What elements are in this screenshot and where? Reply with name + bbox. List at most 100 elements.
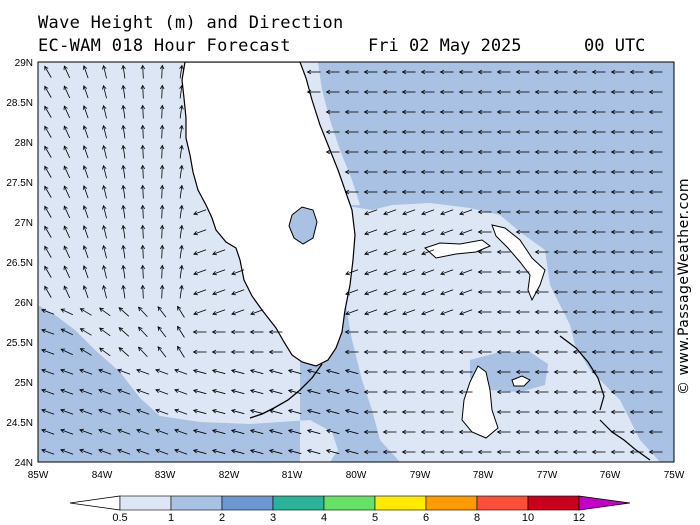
lon-tick-label: 82W <box>219 470 240 481</box>
wave-arrow <box>136 428 150 435</box>
wave-arrow <box>192 448 207 455</box>
wave-arrow <box>98 368 112 375</box>
wave-arrow <box>402 309 416 316</box>
wave-arrow <box>610 389 625 395</box>
wave-arrow <box>121 204 126 219</box>
wave-arrow <box>82 205 89 219</box>
wave-arrow <box>268 428 283 435</box>
eleuthera <box>559 335 605 411</box>
wave-arrow <box>648 229 663 235</box>
legend-label: 6 <box>423 512 429 524</box>
wave-arrow <box>648 69 663 75</box>
chart-title: Wave Height (m) and Direction <box>38 13 344 33</box>
wave-arrow <box>553 149 568 155</box>
wave-arrow <box>420 89 435 95</box>
wave-arrow <box>421 209 435 216</box>
wave-arrow <box>420 389 435 395</box>
wave-arrow <box>534 89 549 95</box>
wave-arrow <box>496 189 511 195</box>
wave-arrow <box>249 349 264 355</box>
wave-arrow <box>230 448 245 455</box>
wave-arrow <box>534 209 549 215</box>
wave-arrow <box>268 368 283 375</box>
wave-arrow <box>364 309 378 316</box>
lon-tick-label: 76W <box>600 470 621 481</box>
wave-arrow <box>534 109 549 115</box>
wave-arrow <box>534 289 549 295</box>
wave-arrow <box>211 388 226 395</box>
wave-arrow <box>401 349 416 355</box>
wave-arrow <box>41 428 55 435</box>
wave-arrow <box>420 169 435 175</box>
wave-arrow <box>591 429 606 435</box>
legend-swatch <box>272 495 325 511</box>
wave-arrow <box>363 109 378 115</box>
wave-arrow <box>515 329 530 335</box>
wave-arrow <box>117 368 131 375</box>
wave-arrow <box>629 349 644 355</box>
legend-swatch <box>425 495 478 511</box>
andros-island <box>461 365 499 439</box>
wave-arrow <box>364 289 378 296</box>
wave-arrow <box>610 129 625 135</box>
wave-arrow <box>648 169 663 175</box>
wave-arrow <box>534 149 549 155</box>
wave-arrow <box>439 109 454 115</box>
wave-arrow <box>401 149 416 155</box>
wave-arrow <box>344 169 359 175</box>
wave-arrow <box>477 289 492 295</box>
wave-arrow <box>82 185 89 199</box>
forecast-date: Fri 02 May 2025 <box>368 36 522 56</box>
wave-arrow <box>515 109 530 115</box>
wave-arrow <box>140 164 146 179</box>
wave-arrow <box>211 428 226 435</box>
wave-arrow <box>192 349 207 355</box>
wave-arrow <box>325 408 340 415</box>
wave-arrow <box>382 149 397 155</box>
wave-arrow <box>610 409 625 415</box>
lat-tick-label: 25.5N <box>6 338 33 349</box>
wave-arrow <box>402 269 416 276</box>
wave-arrow <box>420 369 435 375</box>
wave-arrow <box>192 388 207 395</box>
wave-arrow <box>60 368 74 375</box>
wave-arrow <box>572 329 587 335</box>
wave-arrow <box>268 408 283 415</box>
lon-tick-label: 85W <box>28 470 49 481</box>
wave-arrow <box>79 348 92 356</box>
wave-arrow <box>63 65 71 79</box>
wave-arrow <box>325 388 340 395</box>
wave-arrow <box>515 289 530 295</box>
wave-arrow <box>193 309 207 316</box>
legend-swatch <box>221 495 274 511</box>
wave-arrow <box>230 329 245 335</box>
wave-arrow <box>477 209 492 215</box>
wave-arrow <box>121 264 126 279</box>
wave-height-legend: 0.5 1 2 3 4 5 6 8 10 12 <box>69 495 631 524</box>
wave-arrow <box>629 289 644 295</box>
wave-arrow <box>553 449 568 455</box>
wave-arrow <box>439 369 454 375</box>
wave-arrow <box>325 109 340 115</box>
wave-arrow <box>534 169 549 175</box>
wave-arrow <box>439 389 454 395</box>
wave-arrow <box>249 388 264 395</box>
florida-landmass <box>181 62 356 367</box>
wave-arrow <box>121 244 126 259</box>
wave-arrow <box>610 429 625 435</box>
lat-tick-label: 24N <box>15 458 33 469</box>
legend-arrow-right <box>578 495 631 511</box>
wave-arrow <box>344 189 359 195</box>
wave-arrow <box>212 309 226 316</box>
wave-arrow <box>629 409 644 415</box>
wave-arrow <box>629 429 644 435</box>
wave-arrow <box>401 69 416 75</box>
wave-arrow <box>140 104 146 119</box>
wave-arrow <box>629 169 644 175</box>
wave-arrow <box>159 144 165 159</box>
wave-arrow <box>572 189 587 195</box>
wave-arrow <box>41 408 55 415</box>
wave-arrow <box>629 209 644 215</box>
wave-arrow <box>306 368 321 375</box>
wave-arrow <box>192 368 207 375</box>
